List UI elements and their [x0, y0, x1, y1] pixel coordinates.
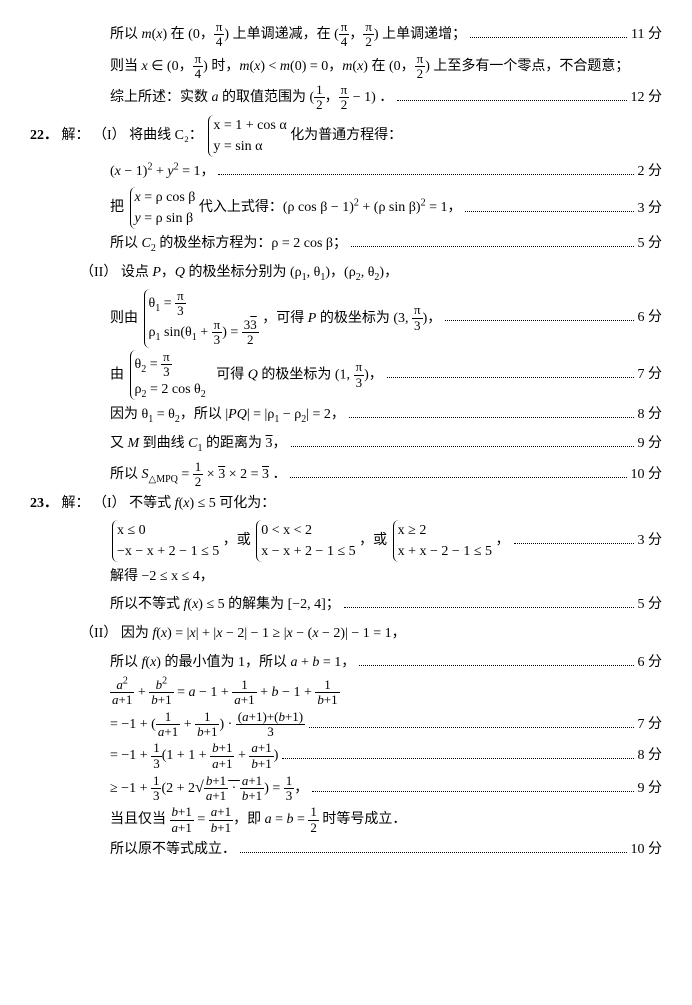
solution-label: 解： [62, 128, 90, 143]
text: 所以原不等式成立． [110, 837, 236, 864]
q23-p2-l8: 所以原不等式成立． 10 分 [30, 837, 662, 864]
q23-p1-l4: 所以不等式 f(x) ≤ 5 的解集为 [−2, 4]； 5 分 [30, 592, 662, 619]
score: 12 分 [631, 85, 663, 112]
text: a2a+1 + b2b+1 = a − 1 + 1a+1 + b − 1 + 1… [110, 678, 340, 708]
q22-p2-l3: 由 θ2 = π3 ρ2 = 2 cos θ2 可得 Q 的极坐标为 (1, π… [30, 350, 662, 401]
score: 6 分 [638, 650, 663, 677]
leader-dots [349, 417, 634, 418]
q23-p1-l2: x ≤ 0 −x − x + 2 − 1 ≤ 5 ，或 0 < x < 2 x … [30, 520, 662, 562]
q22-p2-l2: 则由 θ1 = π3 ρ1 sin(θ1 + π3) = 332 ，可得 P 的… [30, 289, 662, 348]
q21-line2: 则当 x ∈ (0，π4) 时，m(x) < m(0) = 0，m(x) 在 (… [30, 52, 662, 82]
score: 9 分 [638, 776, 663, 803]
text: = −1 + 13(1 + 1 + b+1a+1 + a+1b+1) [110, 741, 278, 771]
leader-dots [312, 791, 633, 792]
score: 7 分 [638, 362, 663, 389]
leader-dots [309, 727, 633, 728]
question-number: 22． [30, 128, 58, 143]
text: (x − 1)2 + y2 = 1， [110, 159, 214, 186]
text: = −1 + (1a+1 + 1b+1) · (a+1)+(b+1)3 [110, 710, 305, 740]
q22-p2-l5: 又 M 到曲线 C1 的距离为 3， 9 分 [30, 431, 662, 458]
leader-dots [218, 174, 633, 175]
q23-p2-l2: 所以 f(x) 的最小值为 1，所以 a + b = 1， 6 分 [30, 650, 662, 677]
leader-dots [290, 477, 626, 478]
solution-label: 解： [62, 496, 90, 511]
text: x ≤ 0 −x − x + 2 − 1 ≤ 5 ，或 0 < x < 2 x … [110, 520, 510, 562]
score: 5 分 [638, 592, 663, 619]
q22-p1-l4: 所以 C2 的极坐标方程为：ρ = 2 cos β； 5 分 [30, 231, 662, 258]
q22-p2-l6: 所以 S△MPQ = 12 × 3 × 2 = 3 ． 10 分 [30, 460, 662, 490]
brace: x = 1 + cos α y = sin α [208, 115, 286, 157]
score: 3 分 [638, 528, 663, 555]
q23-p2-l6: ≥ −1 + 13(2 + 2√b+1a+1 · a+1b+1) = 13， 9… [30, 773, 662, 804]
score: 8 分 [638, 402, 663, 429]
q23-p2-l4: = −1 + (1a+1 + 1b+1) · (a+1)+(b+1)3 7 分 [30, 710, 662, 740]
score: 5 分 [638, 231, 663, 258]
part-label: （I） [93, 496, 126, 511]
text: 则当 x ∈ (0，π4) 时，m(x) < m(0) = 0，m(x) 在 (… [110, 52, 629, 82]
score: 10 分 [631, 837, 663, 864]
text: （II） 设点 P，Q 的极坐标分别为 (ρ1, θ1)，(ρ2, θ2)， [80, 260, 398, 287]
q22-head: 22． 解： （I） 将曲线 C₂： x = 1 + cos α y = sin… [30, 115, 662, 157]
leader-dots [445, 320, 633, 321]
q22-p2-l4: 因为 θ1 = θ2，所以 |PQ| = |ρ1 − ρ2| = 2， 8 分 [30, 402, 662, 429]
leader-dots [291, 446, 634, 447]
leader-dots [387, 377, 634, 378]
q22-p1-l2: (x − 1)2 + y2 = 1， 2 分 [30, 159, 662, 186]
question-number: 23． [30, 496, 58, 511]
leader-dots [514, 543, 634, 544]
score: 8 分 [638, 743, 663, 770]
text: （II） 因为 f(x) = |x| + |x − 2| − 1 ≥ |x − … [80, 621, 406, 648]
text: 23． 解： （I） 不等式 f(x) ≤ 5 可化为： [30, 491, 275, 518]
leader-dots [344, 607, 634, 608]
q21-line1: 所以 m(x) 在 (0，π4) 上单调递减，在 (π4，π2) 上单调递增； … [30, 20, 662, 50]
q21-line3: 综上所述：实数 a 的取值范围为 (12，π2 − 1) ． 12 分 [30, 83, 662, 113]
text: 因为 θ1 = θ2，所以 |PQ| = |ρ1 − ρ2| = 2， [110, 402, 345, 429]
text: 综上所述：实数 a 的取值范围为 (12，π2 − 1) ． [110, 83, 393, 113]
text: 则由 θ1 = π3 ρ1 sin(θ1 + π3) = 332 ，可得 P 的… [110, 289, 441, 348]
leader-dots [359, 665, 633, 666]
q22-p2-l1: （II） 设点 P，Q 的极坐标分别为 (ρ1, θ1)，(ρ2, θ2)， [30, 260, 662, 287]
score: 9 分 [638, 431, 663, 458]
text: 22． 解： （I） 将曲线 C₂： x = 1 + cos α y = sin… [30, 115, 402, 157]
text: 由 θ2 = π3 ρ2 = 2 cos θ2 可得 Q 的极坐标为 (1, π… [110, 350, 383, 401]
q23-p2-l1: （II） 因为 f(x) = |x| + |x − 2| − 1 ≥ |x − … [30, 621, 662, 648]
leader-dots [240, 852, 627, 853]
score: 11 分 [631, 22, 662, 49]
text: 当且仅当 b+1a+1 = a+1b+1，即 a = b = 12 时等号成立． [110, 805, 406, 835]
text: 所以不等式 f(x) ≤ 5 的解集为 [−2, 4]； [110, 592, 340, 619]
text: 又 M 到曲线 C1 的距离为 3， [110, 431, 287, 458]
q23-p2-l3: a2a+1 + b2b+1 = a − 1 + 1a+1 + b − 1 + 1… [30, 678, 662, 708]
score: 2 分 [638, 159, 663, 186]
score: 10 分 [631, 462, 663, 489]
q23-head: 23． 解： （I） 不等式 f(x) ≤ 5 可化为： [30, 491, 662, 518]
q23-p1-l3: 解得 −2 ≤ x ≤ 4， [30, 564, 662, 591]
brace: θ2 = π3 ρ2 = 2 cos θ2 [130, 350, 206, 401]
leader-dots [282, 758, 633, 759]
text: 把 x = ρ cos β y = ρ sin β 代入上式得：(ρ cos β… [110, 187, 461, 229]
brace: x = ρ cos β y = ρ sin β [130, 187, 196, 229]
text: 所以 m(x) 在 (0，π4) 上单调递减，在 (π4，π2) 上单调递增； [110, 20, 466, 50]
part-label: （II） [80, 265, 117, 280]
q23-p2-l7: 当且仅当 b+1a+1 = a+1b+1，即 a = b = 12 时等号成立． [30, 805, 662, 835]
leader-dots [397, 100, 626, 101]
q22-p1-l3: 把 x = ρ cos β y = ρ sin β 代入上式得：(ρ cos β… [30, 187, 662, 229]
text: 所以 f(x) 的最小值为 1，所以 a + b = 1， [110, 650, 355, 677]
text: 解得 −2 ≤ x ≤ 4， [110, 564, 214, 591]
score: 6 分 [638, 305, 663, 332]
brace: x ≤ 0 −x − x + 2 − 1 ≤ 5 [112, 520, 219, 562]
text: 所以 C2 的极坐标方程为：ρ = 2 cos β； [110, 231, 347, 258]
q23-p2-l5: = −1 + 13(1 + 1 + b+1a+1 + a+1b+1) 8 分 [30, 741, 662, 771]
score: 7 分 [638, 712, 663, 739]
score: 3 分 [638, 196, 663, 223]
brace: 0 < x < 2 x − x + 2 − 1 ≤ 5 [256, 520, 355, 562]
part-label: （II） [80, 626, 117, 641]
part-label: （I） [93, 128, 126, 143]
brace: θ1 = π3 ρ1 sin(θ1 + π3) = 332 [144, 289, 259, 348]
leader-dots [470, 37, 627, 38]
leader-dots [351, 246, 633, 247]
text: 所以 S△MPQ = 12 × 3 × 2 = 3 ． [110, 460, 286, 490]
text: ≥ −1 + 13(2 + 2√b+1a+1 · a+1b+1) = 13， [110, 773, 308, 804]
leader-dots [465, 211, 633, 212]
brace: x ≥ 2 x + x − 2 − 1 ≤ 5 [393, 520, 492, 562]
